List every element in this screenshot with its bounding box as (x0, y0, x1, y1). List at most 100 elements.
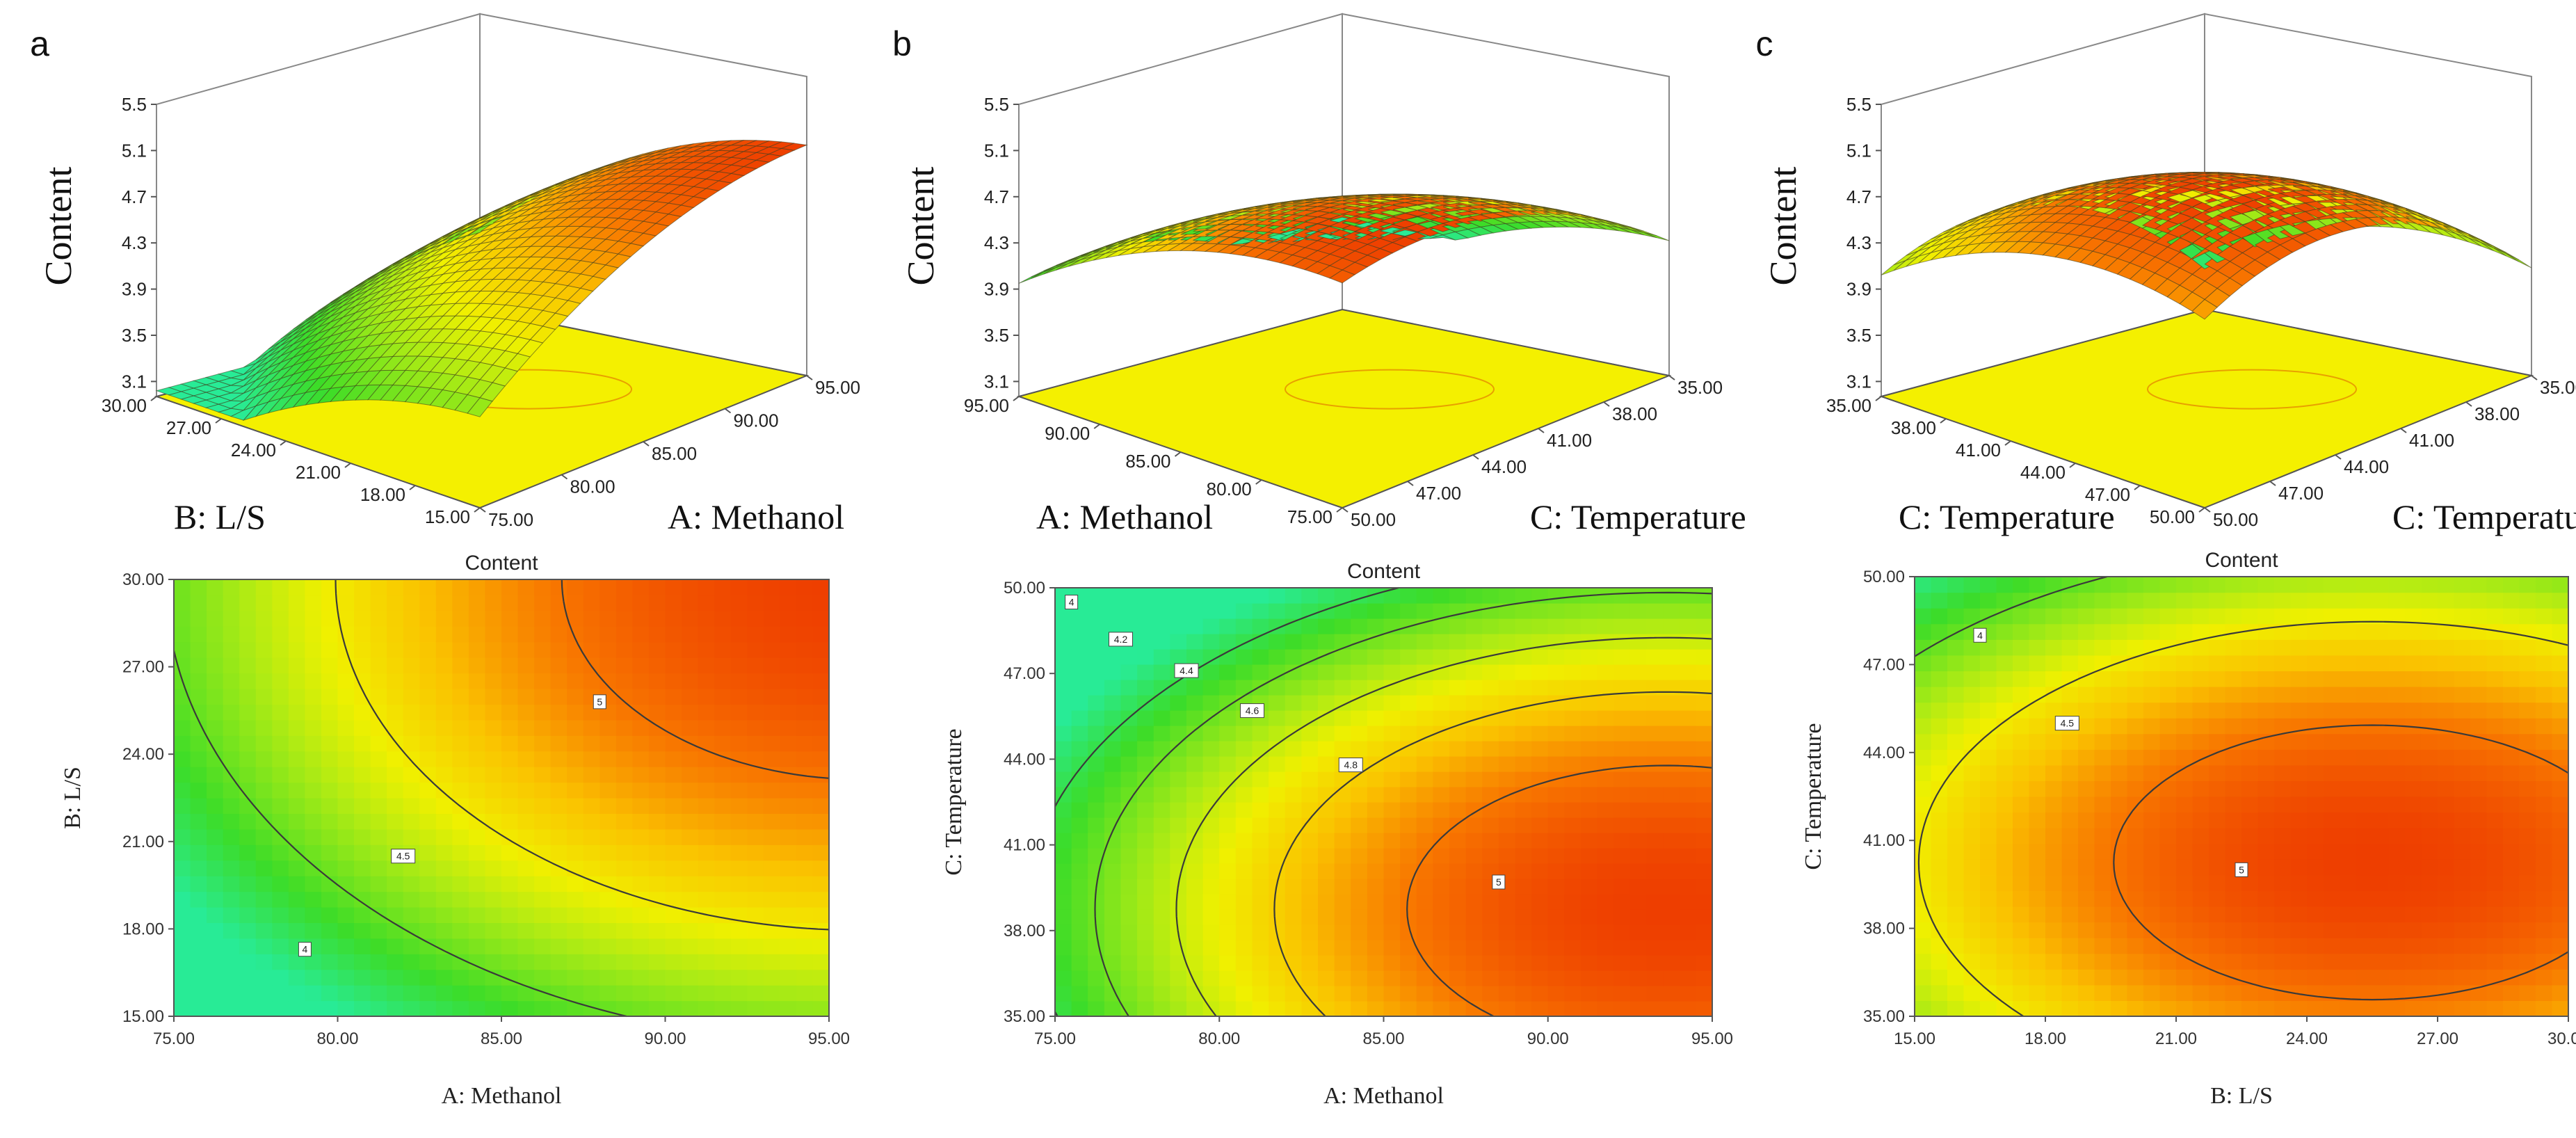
heatmap-cell (2159, 874, 2177, 892)
heatmap-cell (354, 828, 371, 845)
heatmap-cell (1104, 940, 1122, 956)
heatmap-cell (1351, 986, 1368, 1002)
heatmap-cell (812, 751, 830, 767)
heatmap-cell (665, 673, 682, 689)
heatmap-cell (648, 610, 666, 627)
heatmap-cell (780, 641, 797, 658)
heatmap-cell (1301, 726, 1319, 742)
heatmap-cell (1071, 664, 1088, 680)
heatmap-cell (1963, 828, 1981, 844)
heatmap-cell (1531, 618, 1549, 634)
heatmap-cell (1996, 843, 2013, 860)
heatmap-cell (2159, 1000, 2177, 1017)
heatmap-cell (1663, 756, 1680, 772)
heatmap-cell (1465, 787, 1483, 803)
heatmap-cell (1679, 741, 1696, 757)
heatmap-cell (1334, 741, 1351, 757)
heatmap-cell (1980, 780, 1997, 797)
heatmap-cell (223, 969, 240, 986)
heatmap-cell (1963, 890, 1981, 907)
heatmap-cell (223, 626, 240, 643)
heatmap-cell (698, 735, 715, 752)
heatmap-cell (1597, 618, 1614, 634)
heatmap-cell (1400, 817, 1417, 833)
heatmap-cell (2127, 780, 2144, 797)
floor-tick-mark (643, 441, 650, 447)
heatmap-cell (2013, 984, 2030, 1002)
heatmap-cell (1400, 741, 1417, 757)
heatmap-cell (2094, 749, 2111, 766)
heatmap-cell (1416, 986, 1433, 1002)
heatmap-cell (2192, 906, 2209, 923)
heatmap-cell (337, 985, 355, 1002)
heatmap-cell (714, 735, 732, 752)
heatmap-cell (747, 767, 764, 783)
heatmap-cell (780, 782, 797, 799)
y-tick-label: 41.00 (1004, 836, 1045, 855)
heatmap-cell (272, 798, 289, 815)
heatmap-cell (1498, 664, 1516, 680)
heatmap-cell (1980, 671, 1997, 687)
heatmap-cell (796, 657, 814, 674)
heatmap-cell (288, 782, 305, 799)
heatmap-cell (796, 860, 814, 876)
heatmap-cell (796, 579, 814, 596)
heatmap-cell (485, 798, 502, 815)
heatmap-cell (1915, 733, 1932, 750)
heatmap-cell (682, 813, 699, 830)
heatmap-cell (1301, 634, 1319, 650)
heatmap-cell (632, 828, 650, 845)
heatmap-cell (419, 689, 437, 705)
heatmap-cell (780, 657, 797, 674)
floor-tick-label: 80.00 (1207, 479, 1252, 499)
heatmap-cell (812, 579, 830, 596)
heatmap-cell (1433, 618, 1450, 634)
heatmap-cell (354, 579, 371, 596)
heatmap-cell (1055, 664, 1072, 680)
heatmap-cell (1252, 618, 1269, 634)
heatmap-cell (2029, 843, 2046, 860)
heatmap-cell (223, 1000, 240, 1017)
heatmap-cell (599, 767, 617, 783)
heatmap-cell (1931, 906, 1948, 923)
heatmap-cell (2094, 577, 2111, 593)
heatmap-cell (1252, 802, 1269, 818)
heatmap-cell (2029, 764, 2046, 782)
heatmap-cell (1679, 588, 1696, 604)
heatmap-cell (1269, 695, 1286, 711)
heatmap-cell (714, 922, 732, 939)
heatmap-cell (223, 938, 240, 954)
heatmap-cell (1416, 726, 1433, 742)
heatmap-cell (1980, 655, 1997, 672)
heatmap-cell (747, 907, 764, 924)
heatmap-cell (485, 813, 502, 830)
heatmap-cell (1996, 718, 2013, 735)
heatmap-cell (714, 657, 732, 674)
heatmap-cell (452, 1000, 469, 1017)
heatmap-cell (648, 657, 666, 674)
heatmap-cell (599, 657, 617, 674)
heatmap-cell (1433, 664, 1450, 680)
heatmap-cell (1629, 664, 1648, 680)
heatmap-cell (1120, 833, 1138, 849)
heatmap-cell (419, 719, 437, 736)
floor-tick-mark (1472, 454, 1479, 460)
heatmap-cell (2061, 922, 2079, 938)
floor-tick-label: 41.00 (1547, 430, 1592, 451)
heatmap-cell (452, 767, 469, 783)
heatmap-cell (796, 782, 814, 799)
heatmap-cell (1663, 817, 1680, 833)
heatmap-cell (1269, 848, 1286, 864)
heatmap-cell (599, 798, 617, 815)
heatmap-cell (534, 876, 552, 892)
heatmap-cell (1931, 1000, 1948, 1017)
floor-axis-title-left: B: L/S (174, 497, 266, 536)
heatmap-cell (239, 767, 257, 783)
heatmap-cell (1120, 955, 1138, 971)
heatmap-cell (468, 844, 486, 861)
heatmap-cell (387, 860, 404, 876)
heatmap-cell (550, 626, 567, 643)
heatmap-cell (1170, 680, 1187, 696)
heatmap-cell (1597, 970, 1614, 986)
heatmap-cell (1498, 771, 1516, 787)
